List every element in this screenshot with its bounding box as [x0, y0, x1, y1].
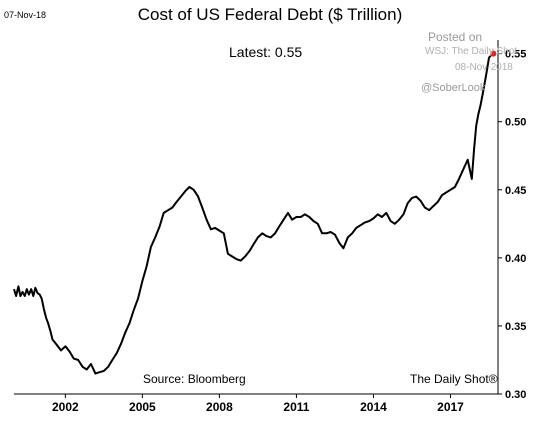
- x-tick-label: 2008: [206, 400, 233, 414]
- x-tick-label: 2002: [52, 400, 79, 414]
- y-tick-label: 0.55: [505, 49, 526, 61]
- y-axis-ticks: 0.30 0.35 0.40 0.45 0.50 0.55: [498, 49, 526, 401]
- latest-value-label: Latest: 0.55: [229, 44, 303, 60]
- chart-title: Cost of US Federal Debt ($ Trillion): [137, 5, 403, 24]
- date-stamp: 07-Nov-18: [4, 10, 47, 20]
- chart-axes: [14, 40, 499, 395]
- x-tick-label: 2017: [437, 400, 464, 414]
- y-tick-label: 0.45: [505, 185, 526, 197]
- x-tick-label: 2005: [129, 400, 156, 414]
- source-note: Source: Bloomberg: [143, 372, 246, 386]
- series-line: [13, 52, 494, 375]
- y-tick-label: 0.50: [505, 117, 526, 129]
- x-axis-ticks: 2002 2005 2008 2011 2014 2017: [52, 394, 464, 414]
- y-tick-label: 0.30: [505, 389, 526, 401]
- latest-point: [490, 50, 497, 57]
- y-tick-label: 0.40: [505, 253, 526, 265]
- watermark-source: WSJ: The Daily Shot: [425, 46, 518, 57]
- brand-label: The Daily Shot®: [410, 372, 498, 386]
- x-tick-label: 2014: [360, 400, 387, 414]
- chart-series: [13, 50, 497, 375]
- watermark-handle: @SoberLook: [421, 82, 486, 94]
- x-tick-label: 2011: [283, 400, 309, 414]
- watermark-posted-on: Posted on: [428, 30, 483, 44]
- y-tick-label: 0.35: [505, 321, 526, 333]
- watermark-date: 08-Nov-2018: [455, 62, 513, 73]
